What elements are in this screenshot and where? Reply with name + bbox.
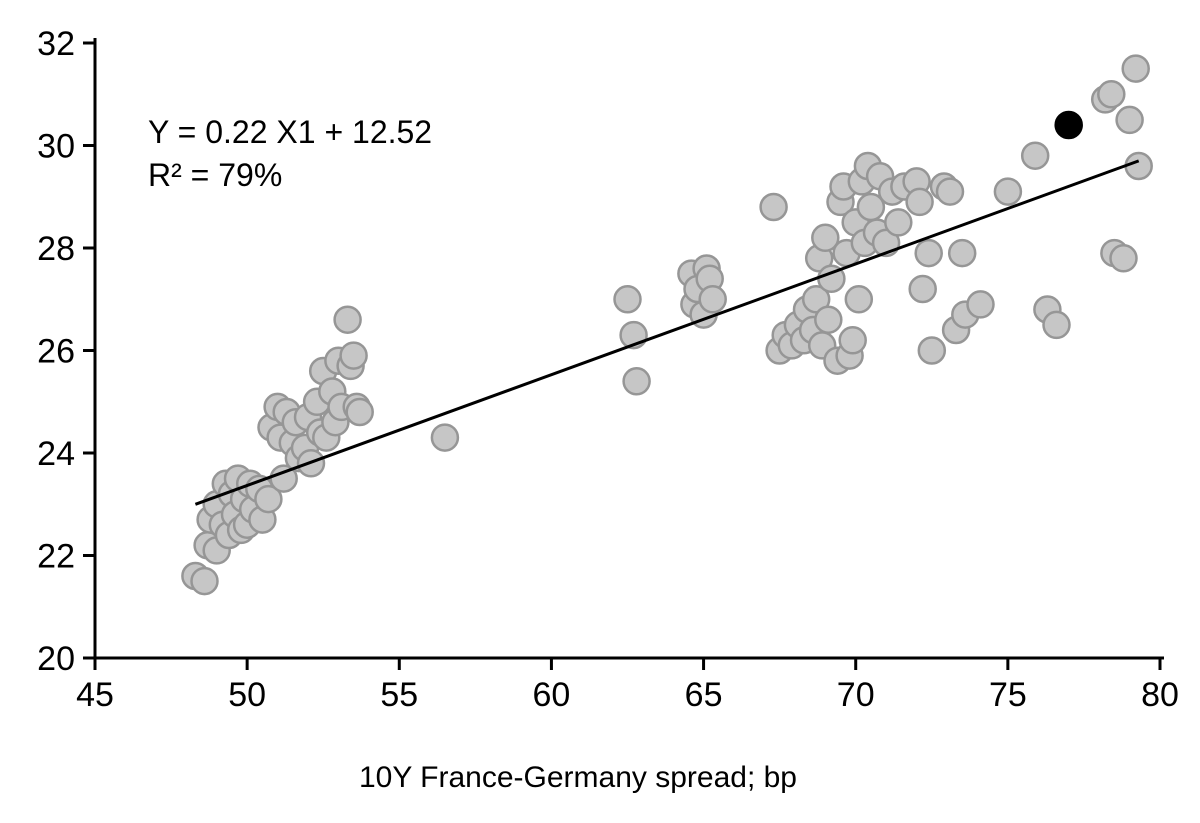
data-point — [1109, 244, 1138, 273]
data-point — [993, 177, 1023, 206]
data-point — [269, 464, 298, 493]
x-axis-tick-label: 55 — [380, 676, 418, 714]
data-point — [908, 274, 937, 304]
x-axis-title: 10Y France-Germany spread; bp — [359, 761, 797, 794]
data-point — [966, 290, 995, 319]
data-point — [1042, 310, 1071, 340]
y-axis-tick-label: 22 — [37, 538, 75, 576]
data-point — [884, 208, 913, 237]
x-axis-tick-label: 65 — [685, 676, 723, 714]
data-point — [613, 285, 642, 314]
x-axis-tick-label: 50 — [228, 676, 266, 714]
data-point — [1097, 80, 1126, 109]
x-axis-tick-label: 80 — [1141, 676, 1179, 714]
data-point — [430, 423, 460, 452]
data-point — [1020, 141, 1050, 170]
data-point — [339, 341, 368, 370]
y-axis-tick-label: 20 — [37, 640, 75, 678]
data-point — [1115, 105, 1144, 135]
y-axis-tick-label: 30 — [37, 128, 75, 166]
x-axis-tick-label: 75 — [989, 676, 1027, 714]
data-point — [345, 397, 374, 427]
data-point — [947, 238, 977, 268]
x-axis-tick-label: 60 — [533, 676, 571, 714]
data-points-layer — [181, 54, 1153, 596]
y-axis-tick-label: 24 — [37, 435, 75, 473]
data-point — [814, 305, 843, 334]
highlighted-data-point — [1054, 110, 1083, 140]
data-point — [914, 238, 943, 268]
data-point — [905, 187, 934, 217]
data-point — [1121, 54, 1150, 83]
trendline-layer — [194, 159, 1140, 506]
tick-labels-layer: 45 50 55 60 65 70 75 80 20 22 24 26 28 30 32 — [37, 25, 1179, 714]
x-axis-tick-label: 70 — [837, 676, 875, 714]
y-axis-tick-label: 28 — [37, 230, 75, 268]
data-point — [759, 192, 788, 222]
data-point — [333, 305, 362, 334]
data-point — [844, 285, 874, 314]
y-axis-tick-label: 32 — [37, 25, 75, 63]
data-point — [811, 223, 840, 253]
data-point — [917, 336, 947, 365]
data-point — [254, 484, 283, 514]
data-point — [1124, 151, 1153, 181]
r-squared-label: R² = 79% — [148, 157, 282, 193]
data-point — [838, 326, 867, 355]
data-point — [190, 566, 219, 596]
regression-trendline — [194, 159, 1140, 506]
data-point — [622, 367, 651, 396]
data-point — [935, 177, 965, 206]
axes-layer — [83, 38, 1164, 670]
x-axis-tick-label: 45 — [76, 676, 114, 714]
regression-equation-label: Y = 0.22 X1 + 12.52 — [148, 114, 432, 150]
data-point — [698, 285, 727, 314]
y-axis-tick-label: 26 — [37, 333, 75, 371]
